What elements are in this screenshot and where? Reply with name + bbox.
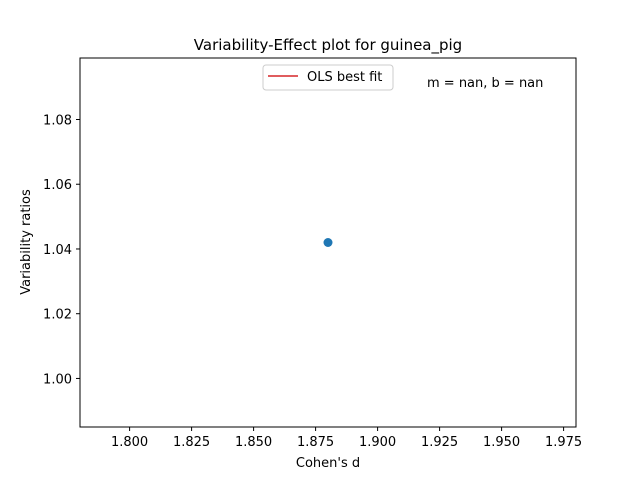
scatter-point xyxy=(323,238,333,247)
x-tick-label: 1.850 xyxy=(235,435,272,450)
x-tick-label: 1.950 xyxy=(483,435,520,450)
y-tick-label: 1.04 xyxy=(43,243,72,258)
y-axis-ticks: 1.00 1.02 1.04 1.06 1.08 xyxy=(43,114,80,387)
x-tick-label: 1.800 xyxy=(111,435,148,450)
x-tick-label: 1.975 xyxy=(545,435,582,450)
x-tick-label: 1.900 xyxy=(359,435,396,450)
x-tick-label: 1.825 xyxy=(173,435,210,450)
y-tick-label: 1.02 xyxy=(43,308,72,323)
y-tick-label: 1.08 xyxy=(43,114,72,129)
plot-area-frame xyxy=(79,57,577,428)
x-tick-label: 1.925 xyxy=(421,435,458,450)
y-tick-label: 1.00 xyxy=(43,372,72,387)
scatter-points xyxy=(323,238,333,247)
y-axis-label: Variability ratios xyxy=(19,189,34,295)
x-tick-label: 1.875 xyxy=(297,435,334,450)
legend: OLS best fit xyxy=(262,64,394,91)
legend-label: OLS best fit xyxy=(307,70,382,85)
chart-title: Variability-Effect plot for guinea_pig xyxy=(194,36,462,55)
legend-box xyxy=(262,64,394,91)
fit-annotation: m = nan, b = nan xyxy=(427,76,543,91)
x-axis-label: Cohen's d xyxy=(296,456,360,471)
x-axis-ticks: 1.800 1.825 1.850 1.875 1.900 1.925 1.950 1.975 xyxy=(111,427,582,450)
y-tick-label: 1.06 xyxy=(43,178,72,193)
